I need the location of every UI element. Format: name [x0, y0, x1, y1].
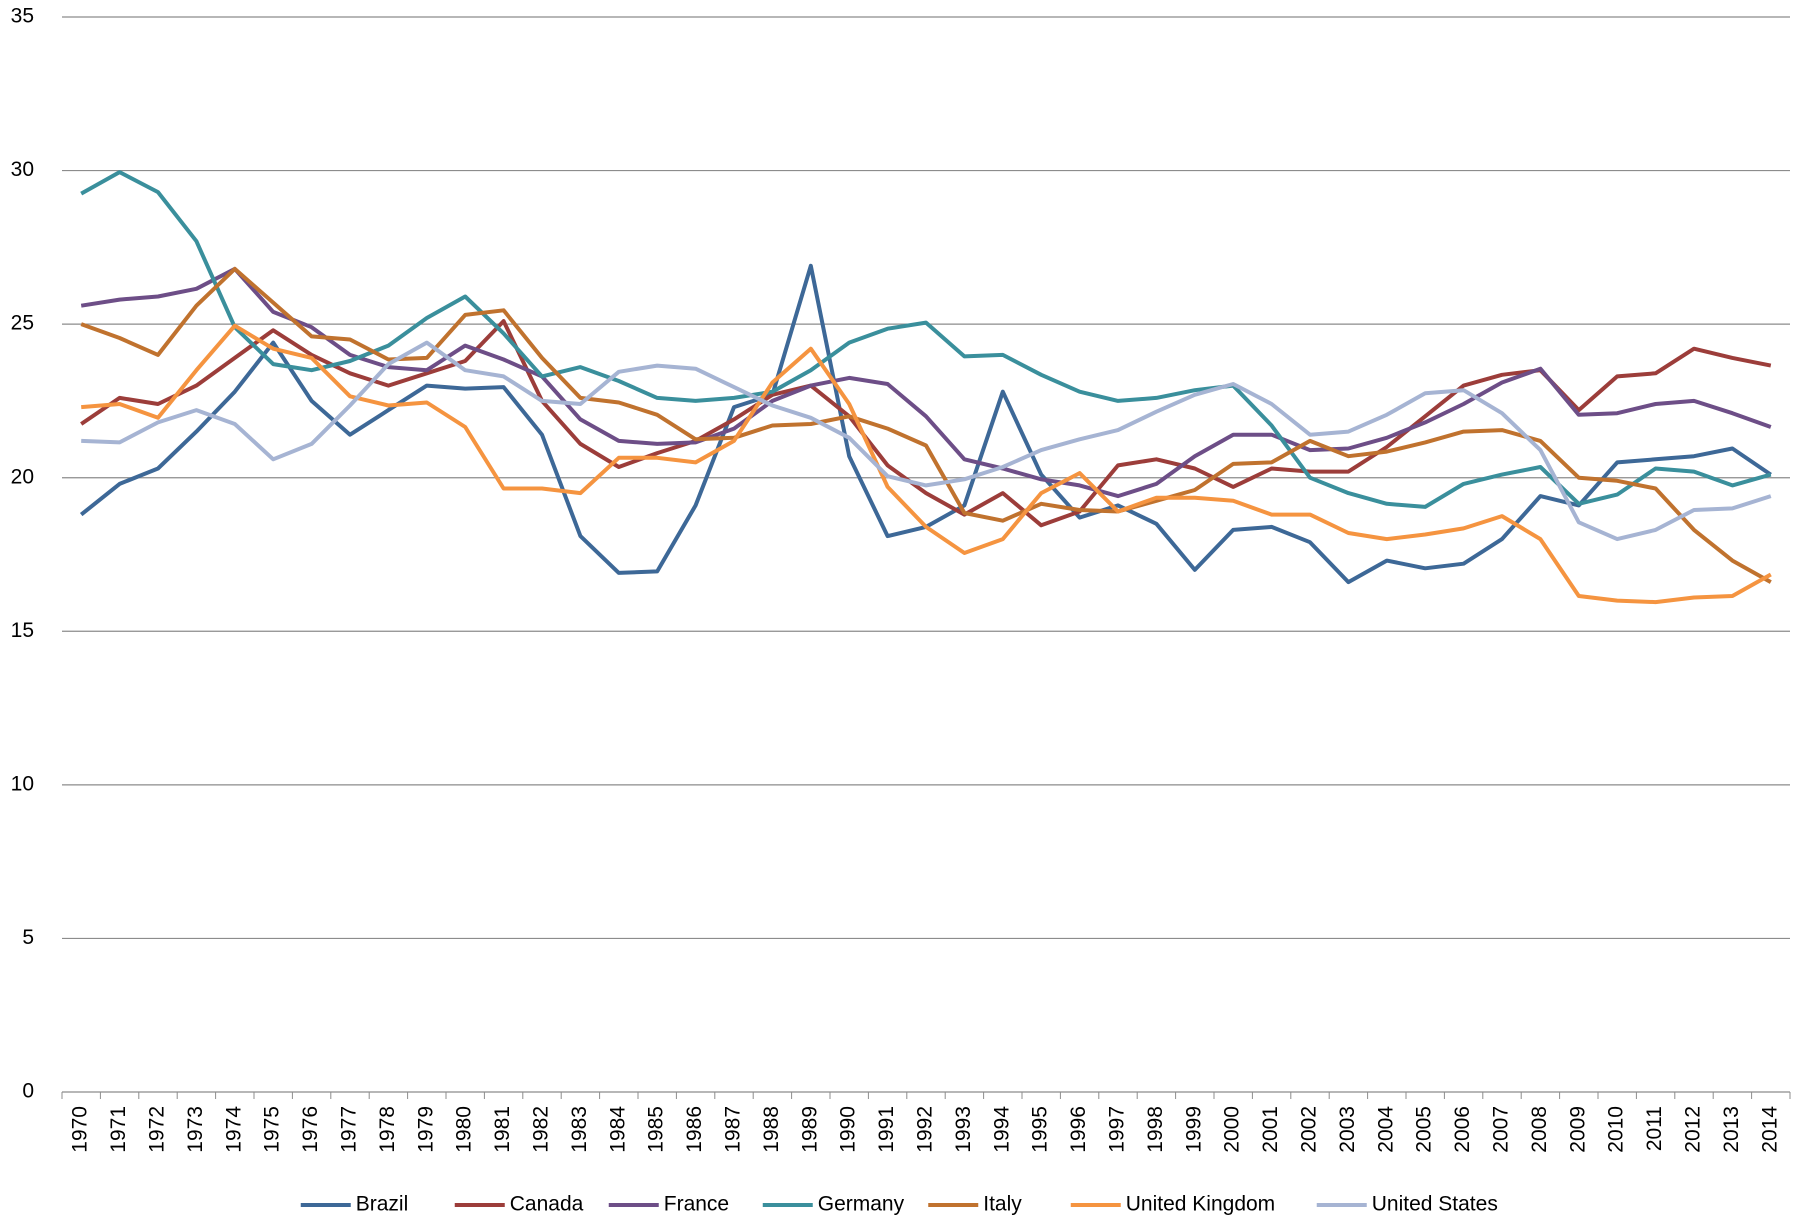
legend-label: Italy: [983, 1193, 1022, 1216]
x-tick-label: 2003: [1336, 1106, 1359, 1153]
series-line: [81, 323, 1772, 605]
x-tick-label: 1994: [990, 1106, 1013, 1153]
series-line: [80, 266, 1772, 584]
x-tick-label: 1986: [683, 1106, 706, 1153]
series-line: [80, 266, 1772, 499]
y-tick-label: 5: [22, 926, 34, 949]
legend-label: Brazil: [356, 1193, 409, 1216]
x-tick-label: 1975: [261, 1106, 284, 1153]
series-line: [80, 170, 1772, 509]
x-tick-label: 2009: [1566, 1106, 1589, 1153]
x-tick-label: 1992: [914, 1106, 937, 1153]
x-tick-label: 1981: [491, 1106, 514, 1153]
y-tick-label: 10: [11, 772, 34, 795]
series-line: [81, 340, 1772, 542]
x-tick-label: 1978: [376, 1106, 399, 1153]
x-tick-label: 1997: [1106, 1106, 1129, 1153]
x-tick-label: 1976: [299, 1106, 322, 1153]
x-tick-label: 2005: [1413, 1106, 1436, 1153]
x-tick-label: 2004: [1374, 1106, 1397, 1153]
x-tick-label: 1983: [568, 1106, 591, 1153]
y-tick-label: 20: [11, 465, 34, 488]
legend-label: United States: [1372, 1193, 1498, 1216]
x-tick-label: 1972: [146, 1106, 169, 1153]
x-tick-label: 2007: [1490, 1106, 1513, 1153]
x-tick-label: 2013: [1720, 1106, 1743, 1153]
y-tick-label: 25: [11, 312, 34, 335]
x-tick-label: 1980: [453, 1106, 476, 1153]
x-tick-label: 1987: [722, 1106, 745, 1153]
x-tick-label: 1998: [1144, 1106, 1167, 1153]
x-tick-label: 1971: [107, 1106, 130, 1153]
y-tick-label: 15: [11, 619, 34, 642]
series-line: [80, 319, 1772, 528]
x-tick-label: 1970: [69, 1106, 92, 1153]
x-tick-label: 1982: [530, 1106, 553, 1153]
x-tick-label: 2006: [1451, 1106, 1474, 1153]
legend-label: France: [664, 1193, 729, 1216]
x-tick-label: 2010: [1605, 1106, 1628, 1153]
x-tick-label: 1985: [645, 1106, 668, 1153]
x-tick-label: 1974: [222, 1106, 245, 1153]
x-tick-label: 1996: [1067, 1106, 1090, 1153]
x-tick-label: 2012: [1682, 1106, 1705, 1153]
x-tick-label: 1990: [837, 1106, 860, 1153]
x-tick-label: 2000: [1221, 1106, 1244, 1153]
x-tick-label: 1988: [760, 1106, 783, 1153]
x-tick-label: 1973: [184, 1106, 207, 1153]
legend-label: Germany: [818, 1193, 905, 1216]
x-tick-label: 2001: [1259, 1106, 1282, 1153]
y-tick-label: 35: [11, 5, 34, 28]
x-tick-label: 1999: [1182, 1106, 1205, 1153]
x-tick-label: 1984: [606, 1106, 629, 1153]
x-tick-label: 2011: [1643, 1106, 1666, 1151]
series-line: [79, 263, 1772, 585]
x-tick-label: 1979: [414, 1106, 437, 1153]
legend-label: United Kingdom: [1126, 1193, 1275, 1216]
legend-label: Canada: [510, 1193, 584, 1216]
y-tick-label: 0: [22, 1080, 34, 1103]
y-tick-label: 30: [11, 158, 34, 181]
x-tick-label: 1989: [798, 1106, 821, 1153]
x-tick-label: 1993: [952, 1106, 975, 1153]
x-tick-label: 1995: [1029, 1106, 1052, 1153]
x-tick-label: 1977: [338, 1106, 361, 1153]
x-tick-label: 2002: [1298, 1106, 1321, 1153]
x-tick-label: 1991: [875, 1106, 898, 1153]
x-tick-label: 2014: [1758, 1106, 1781, 1153]
x-tick-label: 2008: [1528, 1106, 1551, 1153]
